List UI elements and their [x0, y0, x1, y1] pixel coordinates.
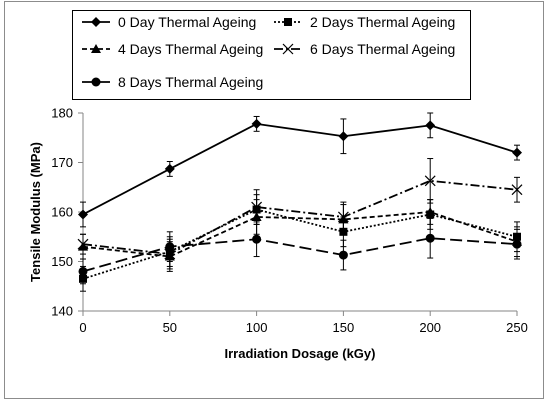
data-point: [165, 242, 175, 252]
legend-label: 0 Day Thermal Ageing: [118, 14, 256, 30]
legend-item-2: 2 Days Thermal Ageing: [274, 14, 455, 30]
data-point: [425, 207, 436, 216]
legend-label: 2 Days Thermal Ageing: [310, 14, 455, 30]
legend-label: 6 Days Thermal Ageing: [310, 41, 455, 57]
series-5: [78, 217, 522, 285]
data-point: [511, 184, 523, 196]
legend: 0 Day Thermal Ageing 2 Days Thermal Agein…: [72, 10, 471, 100]
series-line: [82, 237, 518, 273]
x-marker-stroke: [282, 43, 294, 55]
legend-marker: [91, 77, 101, 87]
legend-marker: [284, 18, 292, 26]
y-tick-label: 140: [51, 304, 73, 319]
data-point: [77, 238, 89, 250]
y-tick-label: 160: [51, 205, 73, 220]
series-line: [82, 208, 518, 280]
y-tick-label: 170: [51, 155, 73, 170]
x-tick-label: 150: [333, 320, 355, 335]
legend-item-4: 6 Days Thermal Ageing: [274, 41, 455, 57]
x-tick-label: 250: [506, 320, 528, 335]
x-tick-label: 100: [246, 320, 268, 335]
series-line: [82, 179, 518, 256]
data-point: [512, 147, 522, 158]
data-point: [425, 120, 436, 131]
series-1: [78, 112, 522, 228]
x-marker-stroke: [337, 211, 349, 223]
data-point: [512, 239, 522, 249]
series-4: [77, 158, 523, 270]
axes: 140 150 160 170 180 0 50 100 150 200 250: [51, 106, 528, 336]
series-layer: [77, 112, 523, 292]
y-tick-label: 180: [51, 106, 73, 121]
data-point: [252, 234, 262, 244]
series-2: [79, 194, 521, 292]
x-axis-title: Irradiation Dosage (kGy): [225, 346, 376, 361]
y-tick-label: 150: [51, 254, 73, 269]
legend-marker: [282, 43, 294, 55]
series-3: [78, 199, 522, 272]
data-point: [337, 211, 349, 223]
data-point: [164, 163, 175, 174]
x-marker-stroke: [251, 201, 263, 213]
legend-marker: [91, 44, 101, 53]
legend-marker: [91, 17, 101, 27]
legend-item-1: 0 Day Thermal Ageing: [82, 14, 256, 30]
y-axis-title: Tensile Modulus (MPa): [28, 142, 43, 282]
legend-item-3: 4 Days Thermal Ageing: [82, 41, 263, 57]
data-point: [78, 209, 88, 220]
series-line: [82, 211, 518, 258]
legend-box: [72, 10, 471, 100]
x-marker-stroke: [77, 238, 89, 250]
legend-label: 4 Days Thermal Ageing: [118, 41, 263, 57]
x-tick-label: 0: [79, 320, 86, 335]
data-point: [338, 131, 349, 142]
x-marker-stroke: [511, 184, 523, 196]
legend-label: 8 Days Thermal Ageing: [118, 74, 263, 90]
series-line: [82, 122, 518, 216]
data-point: [424, 175, 436, 187]
x-tick-label: 50: [163, 320, 177, 335]
data-point: [78, 266, 88, 276]
data-point: [251, 118, 262, 129]
x-marker-stroke: [424, 175, 436, 187]
x-tick-label: 200: [419, 320, 441, 335]
data-point: [251, 201, 263, 213]
data-point: [338, 250, 348, 260]
legend-item-5: 8 Days Thermal Ageing: [82, 74, 263, 90]
data-point: [425, 233, 435, 243]
